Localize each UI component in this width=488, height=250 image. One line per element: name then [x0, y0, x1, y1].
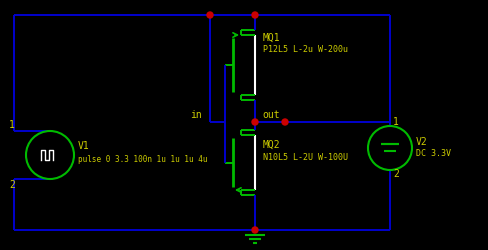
- Text: pulse 0 3.3 100n 1u 1u 1u 4u: pulse 0 3.3 100n 1u 1u 1u 4u: [78, 154, 207, 164]
- Text: V1: V1: [78, 141, 90, 151]
- Circle shape: [252, 119, 258, 125]
- Circle shape: [282, 119, 288, 125]
- Circle shape: [207, 12, 213, 18]
- Text: DC 3.3V: DC 3.3V: [416, 150, 451, 158]
- Text: MQ1: MQ1: [263, 33, 281, 43]
- Circle shape: [252, 12, 258, 18]
- Text: 1: 1: [9, 120, 15, 130]
- Circle shape: [252, 227, 258, 233]
- Text: out: out: [262, 110, 280, 120]
- Text: 2: 2: [393, 169, 399, 179]
- Text: N10L5 L-2U W-100U: N10L5 L-2U W-100U: [263, 152, 348, 162]
- Text: P12L5 L-2u W-200u: P12L5 L-2u W-200u: [263, 46, 348, 54]
- Text: 1: 1: [393, 117, 399, 127]
- Text: in: in: [190, 110, 202, 120]
- Text: MQ2: MQ2: [263, 140, 281, 150]
- Text: V2: V2: [416, 137, 428, 147]
- Text: 2: 2: [9, 180, 15, 190]
